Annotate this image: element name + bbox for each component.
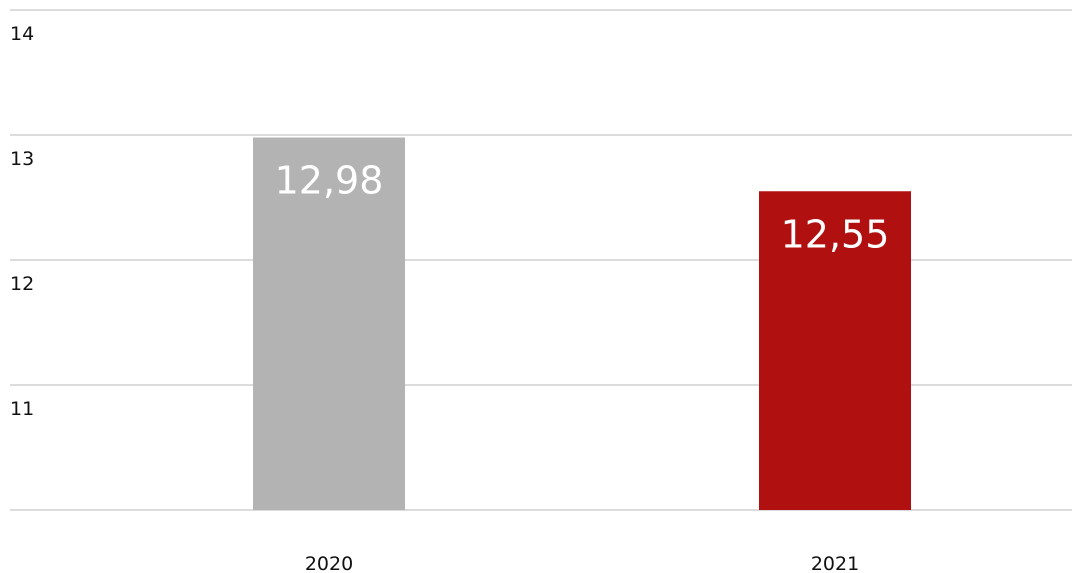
data-labels: 12,98 12,55 [275, 159, 890, 257]
x-axis-category-labels: 2020 2021 [305, 553, 859, 573]
y-tick-label: 12 [10, 273, 34, 295]
bars [253, 137, 911, 510]
y-axis-tick-labels: 11 12 13 14 [10, 23, 34, 420]
gridlines [10, 9, 1072, 511]
bar-2021 [759, 191, 911, 510]
data-label: 12,55 [781, 212, 890, 256]
data-label: 12,98 [275, 159, 384, 203]
bar-2020 [253, 137, 405, 510]
y-tick-label: 14 [10, 23, 34, 45]
y-tick-label: 13 [10, 148, 34, 170]
x-category-label: 2020 [305, 553, 353, 573]
y-tick-label: 11 [10, 398, 34, 420]
x-category-label: 2021 [811, 553, 859, 573]
